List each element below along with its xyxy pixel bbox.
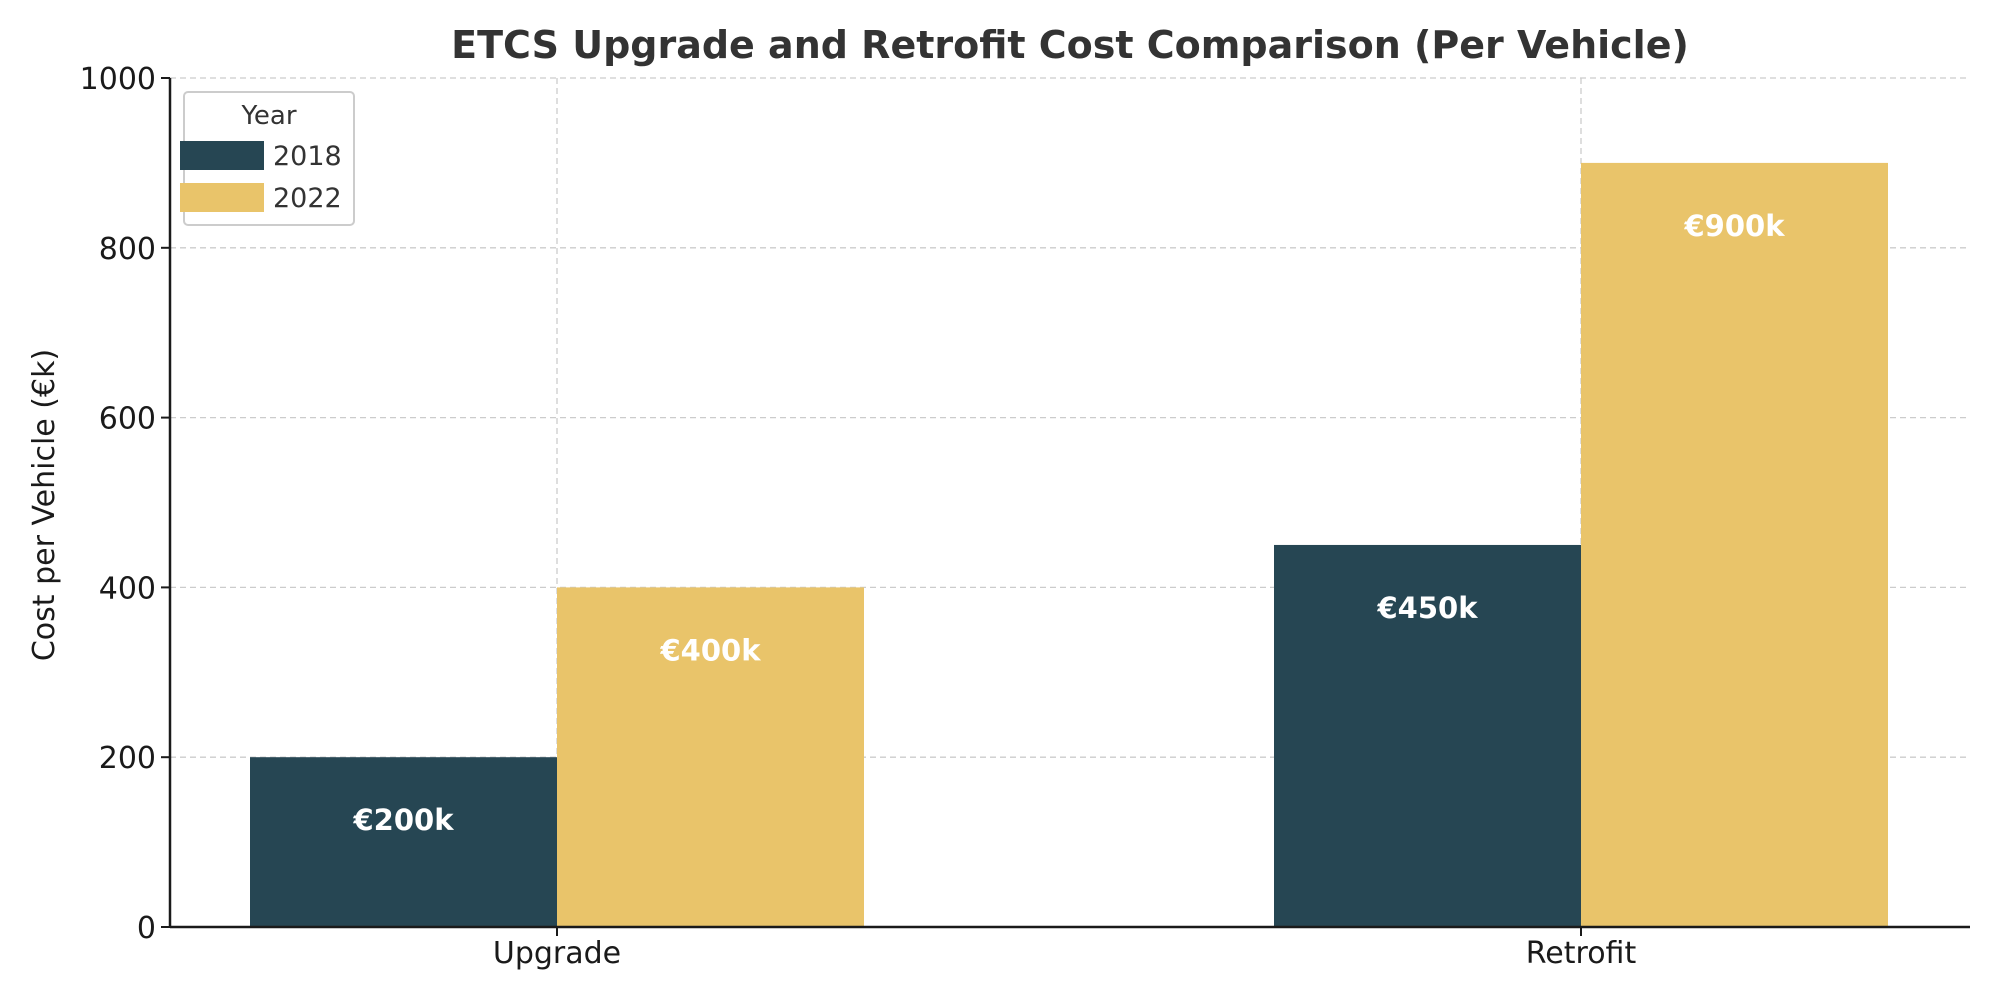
bar-retrofit-2018 — [1274, 544, 1581, 927]
bar-upgrade-2022 — [557, 587, 864, 927]
data-labels: €200k €400k €450k €900k — [353, 209, 1786, 837]
y-tick-label: 600 — [99, 402, 156, 437]
bars — [250, 162, 1888, 927]
legend: Year 2018 2022 — [180, 91, 355, 226]
legend-label-2022: 2022 — [273, 183, 342, 214]
data-label-upgrade-2022: €400k — [660, 633, 762, 667]
legend-label-2018: 2018 — [273, 141, 342, 172]
legend-swatch-2022 — [180, 183, 264, 212]
data-label-upgrade-2018: €200k — [353, 803, 455, 837]
legend-title: Year — [240, 101, 296, 131]
y-tick-label: 200 — [99, 741, 156, 776]
legend-swatch-2018 — [180, 141, 264, 170]
y-tick-label: 400 — [99, 571, 156, 606]
data-label-retrofit-2022: €900k — [1684, 209, 1786, 243]
y-tick-label: 1000 — [80, 62, 156, 97]
chart-title: ETCS Upgrade and Retrofit Cost Compariso… — [451, 23, 1689, 67]
y-tick-label: 800 — [99, 232, 156, 267]
axes: 0 200 400 600 800 1000 Upgrade Retrofit — [80, 62, 1970, 971]
y-axis-label: Cost per Vehicle (€k) — [27, 349, 62, 661]
y-tick-label: 0 — [137, 911, 156, 946]
x-tick-label: Upgrade — [493, 936, 621, 971]
x-tick-label: Retrofit — [1526, 936, 1637, 971]
bar-retrofit-2022 — [1581, 162, 1888, 927]
data-label-retrofit-2018: €450k — [1377, 591, 1479, 625]
bar-upgrade-2018 — [250, 757, 557, 927]
